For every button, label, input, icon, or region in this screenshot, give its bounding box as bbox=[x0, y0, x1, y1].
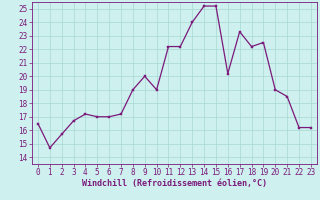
X-axis label: Windchill (Refroidissement éolien,°C): Windchill (Refroidissement éolien,°C) bbox=[82, 179, 267, 188]
